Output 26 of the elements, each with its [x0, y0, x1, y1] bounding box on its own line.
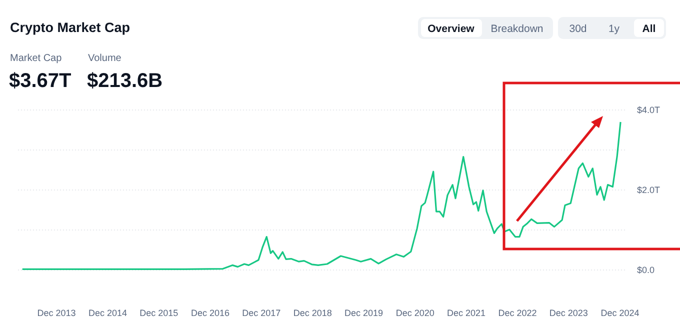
x-tick-label: Dec 2020	[396, 308, 434, 318]
y-tick-label: $0.0	[637, 265, 655, 276]
chart-title: Crypto Market Cap	[10, 20, 130, 35]
x-tick-label: Dec 2014	[88, 308, 128, 318]
line-series	[22, 121, 622, 270]
x-tick-label: Dec 2019	[344, 308, 384, 318]
x-tick-label: Dec 2021	[447, 308, 486, 318]
x-tick-label: Dec 2024	[600, 308, 640, 318]
x-tick-label: Dec 2013	[37, 308, 76, 318]
text: 30d	[569, 23, 587, 35]
x-tick-label: Dec 2023	[549, 308, 588, 318]
text: 1y	[608, 23, 620, 35]
text: All	[642, 23, 656, 35]
text: Breakdown	[490, 23, 544, 35]
y-tick-label: $2.0T	[637, 185, 661, 196]
x-tick-label: Dec 2016	[190, 308, 230, 318]
x-tick-label: Dec 2022	[498, 308, 537, 318]
x-tick-label: Dec 2017	[242, 308, 281, 318]
text: Market Cap	[10, 53, 62, 64]
x-tick-label: Dec 2015	[140, 308, 178, 318]
text: Volume	[88, 53, 122, 64]
x-tick-label: Dec 2018	[293, 308, 332, 318]
text: $3.67T	[9, 70, 72, 92]
text: Overview	[428, 23, 476, 35]
text: $213.6B	[87, 70, 163, 92]
y-tick-label: $4.0T	[637, 105, 661, 116]
